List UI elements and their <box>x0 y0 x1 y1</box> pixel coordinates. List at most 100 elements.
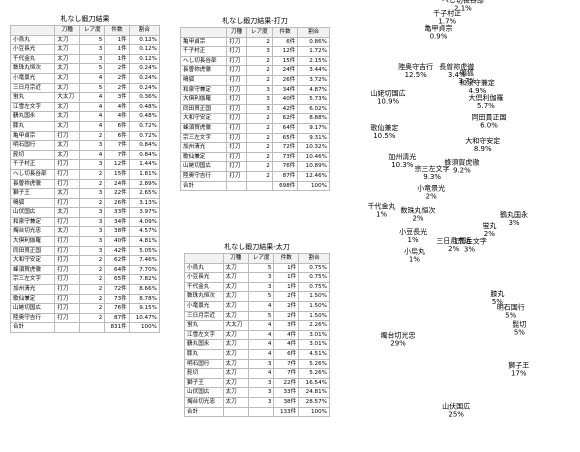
slice-value: 2% <box>426 192 437 200</box>
cell <box>245 180 273 192</box>
slice-label: 同田貫正国 <box>472 113 507 121</box>
slice-value: 25% <box>448 410 464 418</box>
slice-label: 鶴丸国永 <box>500 210 528 219</box>
row: 山姥切国広 打刀 2 76件 9.15% <box>9 303 161 314</box>
total-row: 合計 831件 100% <box>9 322 161 333</box>
table-title: 札なし鍛刀結果-打刀 <box>222 17 288 25</box>
table-title: 札なし鍛刀結果 <box>60 15 110 23</box>
slice-value: 1% <box>409 256 420 264</box>
cell: 133件 <box>273 406 300 418</box>
row: 山伏国広 太刀 3 33件 24.81% <box>184 387 330 398</box>
slice-value: 6.0% <box>480 121 498 129</box>
row: 髭切 太刀 4 7件 5.26% <box>184 368 330 379</box>
row: 同田貫正国 打刀 3 42件 6.02% <box>179 103 330 115</box>
slice-label: 鳴狐 <box>460 68 474 77</box>
slice-value: 3.7% <box>458 77 476 85</box>
slice-label: 三日月宗近 <box>436 236 471 245</box>
row: 大和守安定 打刀 2 62件 7.46% <box>9 255 161 266</box>
table-all: 札なし鍛刀結果刀種 レア度 件数 割合 小烏丸 太刀 5 1件 0.12% 小豆長光 太刀 3 1件 0.… <box>9 14 161 333</box>
slice-label: へし切長谷部 <box>442 0 484 5</box>
slice-label: 明石国行 <box>497 302 525 311</box>
slice-value: 5% <box>505 311 516 319</box>
slice-value: 5% <box>492 298 503 306</box>
cell: 831件 <box>104 322 130 333</box>
slice-value: 8.9% <box>474 145 492 153</box>
slice-label: 数珠丸恒次 <box>401 206 436 215</box>
slice-label: 長曽祢虎徹 <box>439 62 474 71</box>
slice-value: 1% <box>408 236 419 244</box>
slice-value: 9.3% <box>423 173 441 181</box>
slice-label: 歌仙兼定 <box>370 123 398 132</box>
row: 蛍丸 大太刀 4 3件 2.26% <box>184 320 330 331</box>
slice-label: 江雪左文字 <box>452 236 487 245</box>
row: 小烏丸 太刀 5 1件 0.75% <box>184 262 330 274</box>
cell <box>226 180 247 192</box>
row: 千代金丸 太刀 3 1件 0.75% <box>184 281 330 293</box>
slice-value: 2.1% <box>454 5 472 13</box>
table: 刀種 レア度 件数 割合 小烏丸 太刀 5 1件 0.12% 小豆長光 太刀 3 1件 0.12% 千代金丸… <box>9 25 161 333</box>
row: 大和守安定 打刀 2 62件 8.88% <box>179 113 330 124</box>
slice-value: 4.9% <box>468 87 486 95</box>
slice-value: 10.3% <box>391 161 414 169</box>
row: 江雪左文字 太刀 4 4件 0.48% <box>9 101 161 113</box>
table-uchigatana: 札なし鍛刀結果-打刀刀種 レア度 件数 割合 亀甲貞宗 打刀 2 6件 0.86% 千子村正 打刀 3… <box>179 16 330 192</box>
cell: 100% <box>298 406 330 418</box>
cell: 100% <box>128 322 161 333</box>
row: 獅子王 太刀 3 22件 2.65% <box>9 188 161 199</box>
slice-label: 獅子王 <box>508 360 529 369</box>
slice-label: 陸奥守吉行 <box>398 62 433 71</box>
slice-label: 蛍丸 <box>482 221 496 230</box>
table: 刀種 レア度 件数 割合 亀甲貞宗 打刀 2 6件 0.86% 千子村正 打刀 3 12件 1.72% へし… <box>179 27 330 192</box>
slice-value: 3% <box>464 245 475 253</box>
row: 鶴丸国永 太刀 4 4件 0.48% <box>9 111 161 122</box>
slice-value: 17% <box>511 369 527 377</box>
slice-value: 2% <box>412 215 423 223</box>
slice-value: 29% <box>390 339 406 347</box>
slice-label: 加州清光 <box>388 152 416 161</box>
cell <box>247 406 275 418</box>
slice-value: 0.9% <box>430 33 448 41</box>
slice-value: 1.7% <box>438 18 456 26</box>
table-title: 札なし鍛刀結果-太刀 <box>224 243 290 251</box>
row: 大倶利伽羅 打刀 3 40件 5.73% <box>179 94 330 105</box>
row: 亀甲貞宗 打刀 2 6件 0.72% <box>9 130 161 142</box>
row: 燭台切光忠 太刀 3 38件 28.57% <box>184 396 330 408</box>
slice-label: 宗三左文字 <box>415 164 450 173</box>
slice-value: 3% <box>508 219 519 227</box>
cell <box>222 406 249 418</box>
row: 山伏国広 太刀 3 33件 3.97% <box>9 207 161 218</box>
slice-label: 大倶利伽羅 <box>468 93 503 102</box>
slice-label: 山姥切国広 <box>371 88 406 97</box>
slice-label: 千代金丸 <box>368 202 396 211</box>
cell: 合計 <box>9 322 56 333</box>
slice-value: 12.5% <box>405 71 428 79</box>
slice-value: 3.4% <box>448 71 466 79</box>
row: 宗三左文字 打刀 2 65件 9.31% <box>179 132 330 144</box>
row: 蜂須賀虎徹 打刀 2 64件 7.70% <box>9 264 161 276</box>
slice-value: 2% <box>448 245 459 253</box>
slice-label: 膝丸 <box>490 289 504 298</box>
cell: 100% <box>297 180 330 192</box>
total-row: 合計 133件 100% <box>184 406 330 418</box>
slice-value: 1% <box>376 211 387 219</box>
slice-label: 亀甲貞宗 <box>424 24 452 33</box>
slice-value: 9.2% <box>453 166 471 174</box>
row: 三日月宗近 太刀 5 2件 0.24% <box>9 82 161 94</box>
slice-label: 蜂須賀虎徹 <box>444 157 479 166</box>
slice-label: 小竜景光 <box>417 183 445 192</box>
slice-value: 2% <box>484 230 495 238</box>
slice-value: 5% <box>514 328 525 336</box>
slice-label: 千子村正 <box>433 9 461 18</box>
slice-label: 山伏国広 <box>442 401 470 410</box>
slice-value: 10.9% <box>377 97 400 105</box>
slice-value: 5.7% <box>477 102 495 110</box>
table-tachi: 札なし鍛刀結果-太刀 刀種 レア度 件数 割合 小烏丸 太刀 5 1件 0.75% 小豆長光 太刀 3 1… <box>184 242 330 418</box>
slice-label: 髭切 <box>512 319 526 328</box>
slice-label: 小豆長光 <box>399 227 427 236</box>
slice-label: 燭台切光忠 <box>381 330 416 339</box>
slice-value: 10.5% <box>373 132 396 140</box>
total-row: 合計 698件 100% <box>179 180 330 192</box>
slice-label: 大和守安定 <box>465 136 500 145</box>
